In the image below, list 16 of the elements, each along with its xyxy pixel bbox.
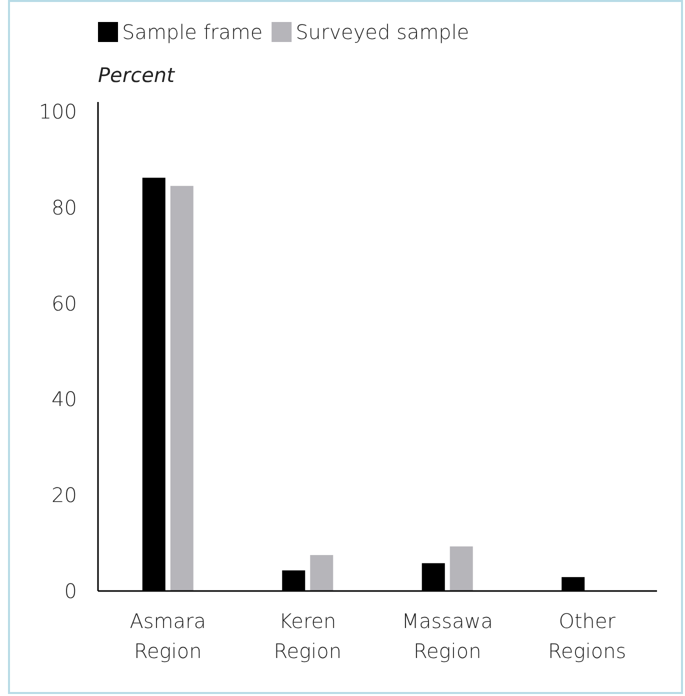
y-tick-label: 0 bbox=[64, 579, 77, 603]
x-tick-label: Keren Region bbox=[274, 609, 342, 663]
y-axis-title: Percent bbox=[98, 63, 176, 87]
legend-label: Surveyed sample bbox=[296, 20, 470, 44]
y-tick-label: 20 bbox=[52, 483, 77, 508]
y-tick-label: 100 bbox=[38, 100, 77, 124]
bar bbox=[170, 186, 194, 591]
y-tick-label: 60 bbox=[52, 291, 77, 316]
y-tick-label: 40 bbox=[52, 387, 77, 412]
bar bbox=[310, 555, 334, 591]
x-tick-label: Asmara Region bbox=[130, 609, 206, 663]
x-tick-label: Other Regions bbox=[548, 609, 626, 663]
bar bbox=[450, 546, 473, 591]
x-tick-label: Massawa Region bbox=[402, 609, 493, 663]
y-tick-label: 80 bbox=[52, 195, 77, 220]
legend-label: Sample frame bbox=[122, 20, 263, 44]
